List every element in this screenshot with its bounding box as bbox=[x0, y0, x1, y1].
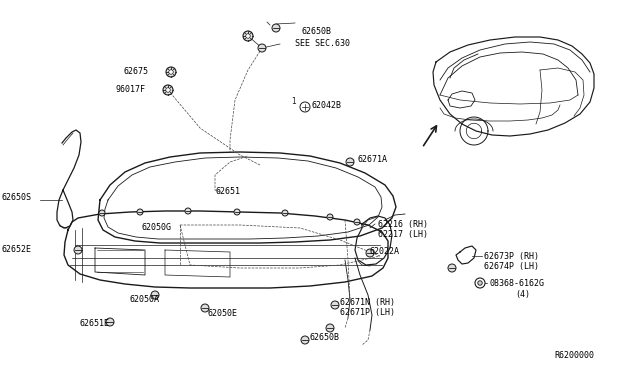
Circle shape bbox=[137, 209, 143, 215]
Circle shape bbox=[331, 301, 339, 309]
Circle shape bbox=[327, 214, 333, 220]
Text: 62671A: 62671A bbox=[358, 155, 388, 164]
Text: 62050A: 62050A bbox=[130, 295, 160, 305]
Circle shape bbox=[234, 209, 240, 215]
Circle shape bbox=[258, 44, 266, 52]
Text: 62050E: 62050E bbox=[208, 310, 238, 318]
Text: 62651E: 62651E bbox=[80, 320, 110, 328]
Text: SEE SEC.630: SEE SEC.630 bbox=[295, 39, 350, 48]
Text: (4): (4) bbox=[515, 291, 530, 299]
Text: 62650S: 62650S bbox=[2, 193, 32, 202]
Text: 62651: 62651 bbox=[216, 187, 241, 196]
Circle shape bbox=[366, 249, 374, 257]
Circle shape bbox=[448, 264, 456, 272]
Text: 62671P (LH): 62671P (LH) bbox=[340, 308, 395, 317]
Text: 62022A: 62022A bbox=[370, 247, 400, 257]
Text: 62673P (RH): 62673P (RH) bbox=[484, 251, 539, 260]
Text: 62650B: 62650B bbox=[302, 28, 332, 36]
Circle shape bbox=[106, 318, 114, 326]
Circle shape bbox=[99, 210, 105, 216]
Text: 62216 (RH): 62216 (RH) bbox=[378, 219, 428, 228]
Circle shape bbox=[201, 304, 209, 312]
Text: 62050G: 62050G bbox=[142, 224, 172, 232]
Text: 62652E: 62652E bbox=[2, 246, 32, 254]
Circle shape bbox=[475, 278, 485, 288]
Text: 62675: 62675 bbox=[123, 67, 148, 77]
Circle shape bbox=[346, 158, 354, 166]
Text: R6200000: R6200000 bbox=[554, 352, 594, 360]
Circle shape bbox=[163, 85, 173, 95]
Circle shape bbox=[74, 246, 82, 254]
Text: 62217 (LH): 62217 (LH) bbox=[378, 230, 428, 238]
Circle shape bbox=[169, 70, 173, 74]
Circle shape bbox=[301, 336, 309, 344]
Circle shape bbox=[282, 210, 288, 216]
Circle shape bbox=[354, 219, 360, 225]
Text: 08368-6162G: 08368-6162G bbox=[490, 279, 545, 289]
Text: 62674P (LH): 62674P (LH) bbox=[484, 263, 539, 272]
Circle shape bbox=[477, 281, 483, 285]
Circle shape bbox=[300, 102, 310, 112]
Text: 62042B: 62042B bbox=[312, 102, 342, 110]
Circle shape bbox=[151, 291, 159, 299]
Text: 62671N (RH): 62671N (RH) bbox=[340, 298, 395, 307]
Text: 96017F: 96017F bbox=[115, 86, 145, 94]
Circle shape bbox=[243, 31, 253, 41]
Circle shape bbox=[272, 24, 280, 32]
Circle shape bbox=[166, 88, 170, 92]
Circle shape bbox=[246, 34, 250, 38]
Circle shape bbox=[326, 324, 334, 332]
Text: 1: 1 bbox=[292, 96, 296, 106]
Circle shape bbox=[185, 208, 191, 214]
Text: 62650B: 62650B bbox=[310, 334, 340, 343]
Circle shape bbox=[166, 67, 176, 77]
